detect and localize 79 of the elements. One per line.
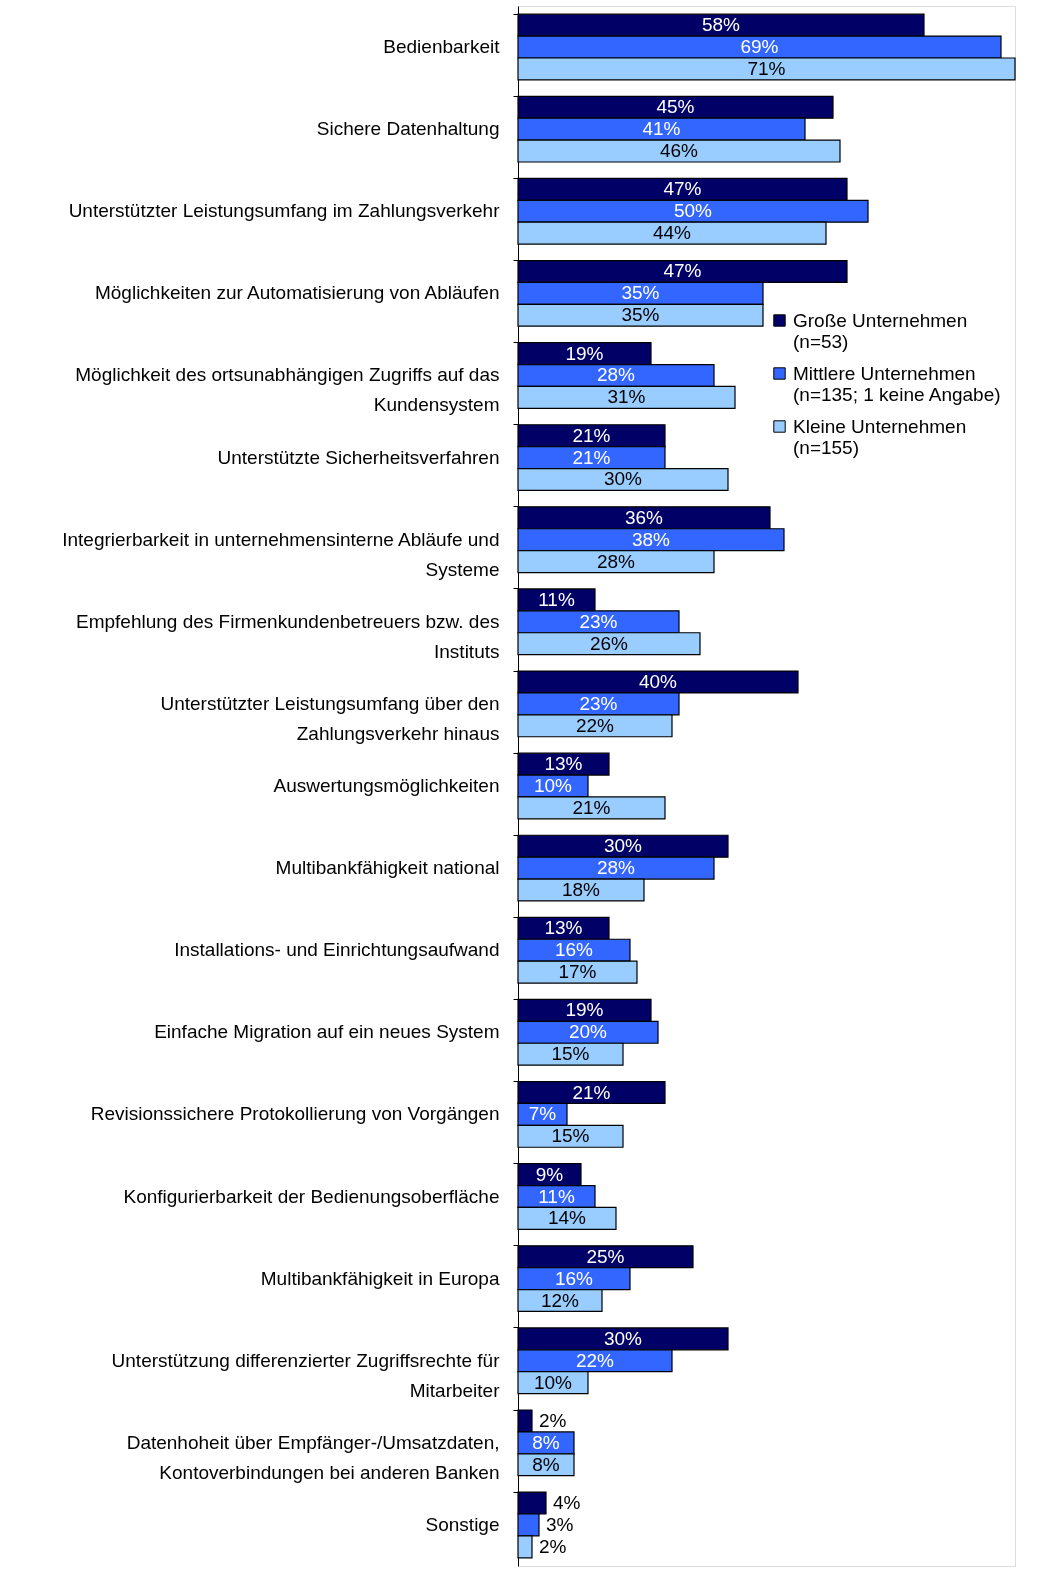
data-label: 3% — [546, 1513, 574, 1535]
data-label: 17% — [558, 961, 597, 983]
data-label: 28% — [596, 364, 636, 386]
data-label: 35% — [621, 304, 660, 326]
y-tick-label: Möglichkeit des ortsunabhängigen Zugriffs auf das Kundensystem — [75, 364, 500, 416]
data-label: 28% — [596, 550, 636, 572]
y-tick-label: Revisionssichere Protokollierung von Vorgängen — [90, 1103, 500, 1125]
data-label: 28% — [596, 857, 636, 879]
data-label: 50% — [673, 200, 713, 222]
y-tick-label: Bedienbarkeit — [383, 36, 501, 58]
data-label: 30% — [603, 1327, 643, 1349]
y-tick-label: Unterstützung differenzierter Zugriffsrechte für Mitarbeiter — [111, 1349, 501, 1401]
data-label: 21% — [572, 446, 611, 468]
data-label: 30% — [603, 468, 643, 490]
data-label: 47% — [663, 178, 702, 200]
data-label: 16% — [554, 939, 594, 961]
y-tick-label: Integrierbarkeit in unternehmensinterne Abläufe und Systeme — [62, 528, 500, 580]
y-tick-label: Sonstige — [425, 1513, 500, 1535]
data-label: 18% — [561, 879, 601, 900]
legend-label: Mittlere Unternehmen (n=135; 1 keine Angabe) — [793, 362, 1001, 405]
data-label: 15% — [551, 1125, 590, 1147]
y-tick-label: Konfigurierbarkeit der Bedienungsoberfläche — [123, 1185, 500, 1207]
y-tick-label: Datenhoheit über Empfänger-/Umsatzdaten, Kontoverbindungen bei anderen Banken — [126, 1431, 500, 1483]
data-label: 13% — [544, 753, 583, 775]
data-label: 40% — [638, 671, 678, 692]
data-label: 13% — [544, 917, 583, 939]
data-label: 30% — [603, 835, 643, 857]
y-tick-label: Einfache Migration auf ein neues System — [154, 1021, 500, 1043]
data-label: 19% — [565, 342, 604, 364]
y-tick-label: Empfehlung des Firmenkundenbetreuers bzw. des Instituts — [75, 610, 500, 662]
data-label: 35% — [621, 282, 660, 304]
data-label: 25% — [586, 1245, 625, 1267]
y-tick-label: Installations- und Einrichtungsaufwand — [174, 939, 500, 961]
data-label: 71% — [747, 57, 786, 79]
y-tick-label: Auswertungsmöglichkeiten — [273, 775, 500, 796]
data-label: 41% — [642, 118, 681, 140]
data-label: 23% — [579, 610, 618, 632]
data-label: 20% — [568, 1021, 608, 1043]
y-tick-label: Unterstützter Leistungsumfang im Zahlungsverkehr — [68, 200, 501, 222]
data-label: 58% — [701, 14, 741, 36]
data-label: 26% — [589, 632, 629, 654]
data-label: 11% — [538, 1185, 575, 1207]
data-label: 8% — [532, 1453, 560, 1475]
legend-label: Große Unternehmen (n=53) — [793, 309, 968, 352]
data-label: 19% — [565, 999, 604, 1021]
data-label: 36% — [624, 506, 664, 528]
data-label: 15% — [551, 1043, 590, 1065]
data-label: 4% — [553, 1492, 581, 1514]
data-label: 22% — [575, 1349, 615, 1371]
y-tick-label: Unterstützter Leistungsumfang über den Zahlungsverkehr hinaus — [160, 692, 500, 744]
data-label: 2% — [539, 1409, 567, 1431]
data-label: 46% — [659, 140, 699, 162]
y-tick-label: Möglichkeiten zur Automatisierung von Abläufen — [94, 282, 500, 304]
y-tick-label: Multibankfähigkeit national — [275, 857, 500, 879]
data-label: 11% — [538, 588, 575, 610]
data-label: 45% — [656, 96, 695, 118]
data-label: 14% — [547, 1207, 587, 1229]
data-label: 2% — [539, 1535, 567, 1557]
data-label: 21% — [572, 424, 611, 446]
y-tick-label: Unterstützte Sicherheitsverfahren — [217, 446, 500, 468]
y-tick-label: Multibankfähigkeit in Europa — [260, 1267, 500, 1289]
data-label: 10% — [533, 1371, 573, 1393]
data-label: 7% — [528, 1103, 557, 1125]
legend-label: Kleine Unternehmen (n=155) — [793, 415, 967, 458]
data-label: 38% — [631, 528, 671, 550]
data-label: 23% — [579, 692, 618, 714]
data-label: 47% — [663, 260, 702, 282]
data-label: 9% — [535, 1163, 564, 1185]
data-label: 8% — [532, 1431, 560, 1453]
data-label: 12% — [540, 1289, 580, 1311]
y-tick-label: Sichere Datenhaltung — [316, 118, 500, 140]
data-label: 16% — [554, 1267, 594, 1289]
data-label: 31% — [607, 386, 646, 408]
data-label: 10% — [533, 775, 573, 796]
data-label: 22% — [575, 714, 615, 736]
data-label: 44% — [652, 222, 692, 244]
data-label: 69% — [740, 36, 779, 58]
data-label: 21% — [572, 1081, 611, 1103]
data-label: 21% — [572, 796, 611, 818]
